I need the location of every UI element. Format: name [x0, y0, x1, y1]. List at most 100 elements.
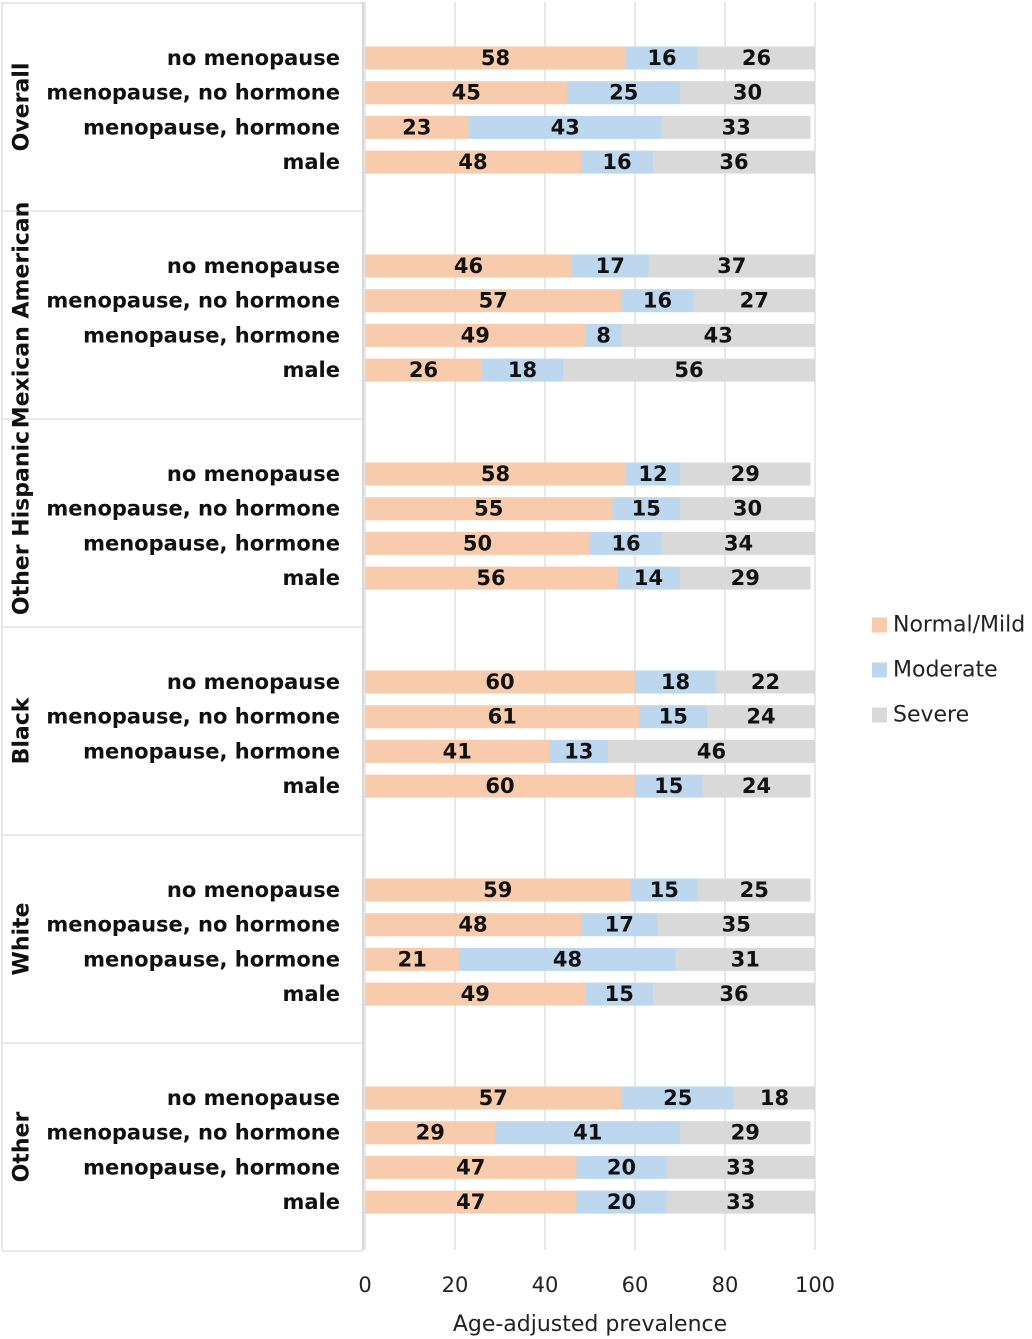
- bar-segment-moderate: [468, 115, 662, 139]
- data-label: 25: [609, 81, 638, 105]
- data-label: 27: [740, 289, 769, 313]
- legend-label: Severe: [893, 703, 969, 728]
- bar-segment-normal-mild: [365, 705, 640, 729]
- data-label: 46: [697, 739, 726, 763]
- bar-segment-severe: [662, 115, 811, 139]
- data-label: 35: [722, 913, 751, 937]
- data-label: 34: [724, 531, 753, 555]
- bar-segment-normal-mild: [365, 1086, 622, 1110]
- bar-segment-moderate: [612, 497, 680, 521]
- data-label: 18: [661, 670, 690, 694]
- data-label: 36: [719, 982, 748, 1006]
- data-label: 60: [485, 670, 514, 694]
- row-label: male: [283, 566, 341, 590]
- legend-swatch: [872, 662, 887, 678]
- data-label: 24: [742, 774, 771, 798]
- data-label: 15: [632, 497, 661, 521]
- legend-swatch: [872, 707, 887, 723]
- bar-segment-severe: [675, 947, 815, 971]
- data-label: 56: [476, 566, 505, 590]
- data-label: 48: [458, 150, 487, 174]
- x-tick-label: 40: [532, 1273, 559, 1297]
- data-label: 20: [607, 1155, 636, 1179]
- bar-segment-moderate: [626, 462, 680, 486]
- row-label: no menopause: [167, 462, 340, 486]
- row-label: male: [283, 982, 341, 1006]
- data-label: 15: [654, 774, 683, 798]
- bar-segment-severe: [653, 982, 815, 1006]
- group-label: Other Hispanic: [10, 431, 35, 615]
- bar-segment-normal-mild: [365, 982, 586, 1006]
- bar-segment-severe: [621, 323, 815, 347]
- row-label: menopause, no hormone: [46, 705, 340, 729]
- bar-segment-normal-mild: [365, 947, 460, 971]
- data-label: 41: [573, 1121, 602, 1145]
- group-label: Mexican American: [10, 202, 35, 429]
- bar-segment-moderate: [626, 46, 698, 70]
- data-label: 17: [605, 913, 634, 937]
- data-label: 29: [731, 462, 760, 486]
- bar-segment-normal-mild: [365, 150, 581, 174]
- bar-segment-normal-mild: [365, 1155, 577, 1179]
- bar-segment-normal-mild: [365, 670, 635, 694]
- data-label: 18: [508, 358, 537, 382]
- data-label: 33: [726, 1155, 755, 1179]
- data-label: 8: [596, 323, 611, 347]
- data-label: 49: [461, 323, 490, 347]
- category-axis-frame: [1, 2, 364, 1252]
- bar-segment-moderate: [617, 566, 680, 590]
- legend-label: Normal/Mild: [893, 613, 1025, 638]
- bar-segment-severe: [698, 46, 815, 70]
- data-label: 31: [731, 947, 760, 971]
- bars: 58 16 26 45 25 30 23 43 33 48 16 36 46 17 37 57 16 27 49 8 4…: [365, 46, 815, 1214]
- bar-segment-moderate: [576, 1155, 667, 1179]
- data-label: 60: [485, 774, 514, 798]
- bar-segment-normal-mild: [365, 358, 482, 382]
- bar-segment-severe: [608, 739, 815, 763]
- bar-segment-normal-mild: [365, 1121, 496, 1145]
- bar-segment-severe: [693, 289, 815, 313]
- bar-segment-moderate: [581, 913, 658, 937]
- bar-segment-normal-mild: [365, 289, 622, 313]
- bar-segment-severe: [716, 670, 815, 694]
- data-label: 16: [611, 531, 640, 555]
- bar-segment-moderate: [581, 150, 653, 174]
- bar-segment-severe: [657, 913, 815, 937]
- x-tick-label: 60: [622, 1273, 649, 1297]
- row-label: menopause, hormone: [83, 1155, 340, 1179]
- row-label: menopause, hormone: [83, 739, 340, 763]
- row-label: menopause, hormone: [83, 323, 340, 347]
- data-label: 15: [605, 982, 634, 1006]
- row-label: no menopause: [167, 878, 340, 902]
- legend: Normal/Mild Moderate Severe: [872, 613, 1025, 728]
- group-label: Overall: [10, 63, 35, 152]
- row-label: menopause, hormone: [83, 115, 340, 139]
- row-label: no menopause: [167, 670, 340, 694]
- data-label: 22: [751, 670, 780, 694]
- data-label: 47: [456, 1190, 485, 1214]
- row-label: male: [283, 774, 341, 798]
- bar-segment-moderate: [576, 1190, 667, 1214]
- data-label: 49: [461, 982, 490, 1006]
- bar-segment-severe: [563, 358, 815, 382]
- bar-segment-severe: [680, 81, 815, 105]
- bar-segment-severe: [734, 1086, 815, 1110]
- bar-segment-normal-mild: [365, 46, 626, 70]
- bar-segment-severe: [680, 1121, 811, 1145]
- data-label: 16: [643, 289, 672, 313]
- data-label: 43: [551, 115, 580, 139]
- x-axis-title: Age-adjusted prevalence: [453, 1312, 727, 1337]
- bar-segment-normal-mild: [365, 878, 631, 902]
- data-label: 58: [481, 46, 510, 70]
- data-label: 57: [479, 1086, 508, 1110]
- data-label: 29: [731, 1121, 760, 1145]
- data-label: 25: [740, 878, 769, 902]
- row-label: no menopause: [167, 46, 340, 70]
- bar-segment-moderate: [482, 358, 563, 382]
- bar-segment-moderate: [639, 705, 707, 729]
- data-label: 45: [452, 81, 481, 105]
- data-label: 36: [719, 150, 748, 174]
- row-labels: Overall no menopause menopause, no hormone…: [10, 46, 341, 1214]
- data-label: 17: [596, 254, 625, 278]
- bar-segment-severe: [680, 497, 815, 521]
